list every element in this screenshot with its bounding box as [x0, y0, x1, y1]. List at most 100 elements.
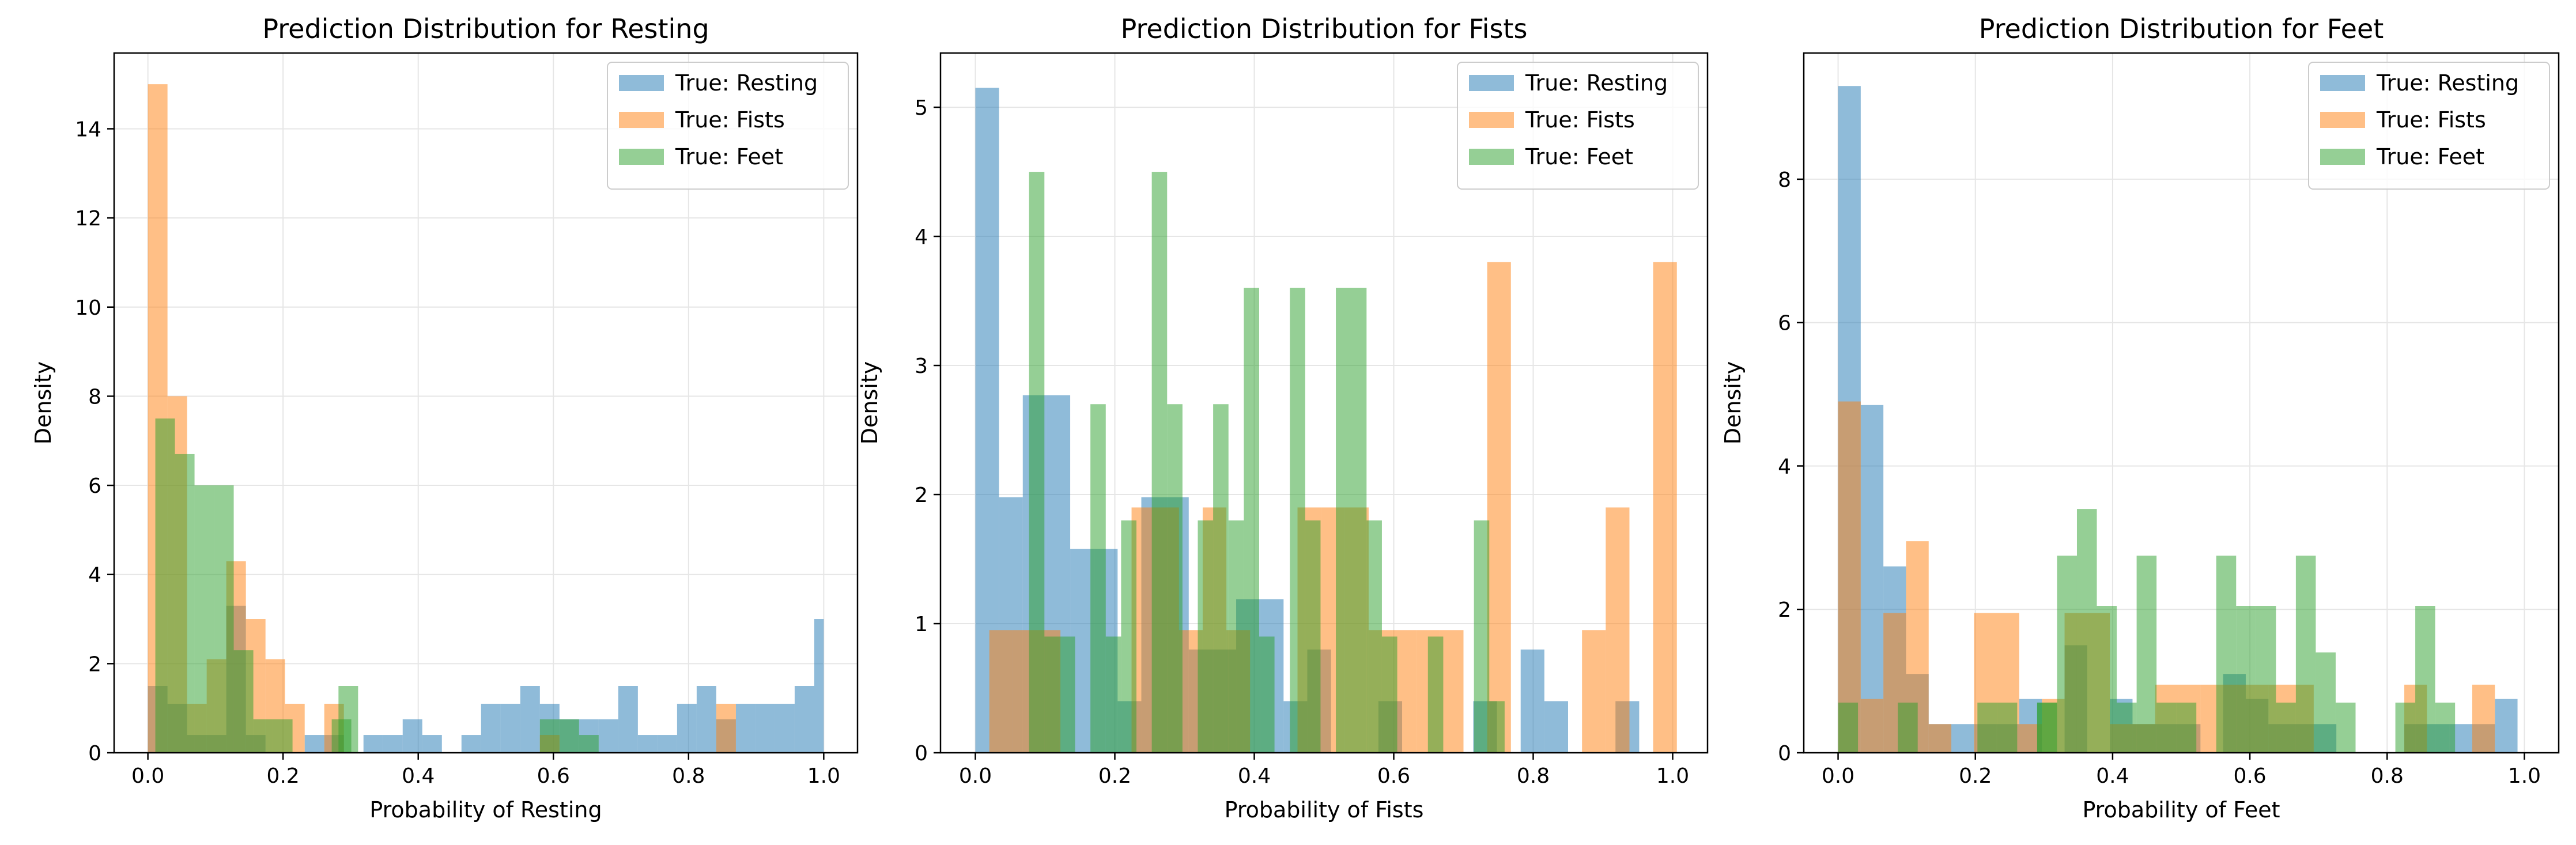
- x-axis-label: Probability of Resting: [369, 797, 602, 823]
- x-tick-label: 0.6: [2233, 764, 2266, 788]
- histogram-bar: [1582, 630, 1606, 753]
- y-axis-label: Density: [857, 361, 882, 444]
- histogram-bar: [1977, 702, 1997, 753]
- y-tick-label: 2: [88, 652, 101, 676]
- legend-entry-label: True: Resting: [675, 70, 818, 96]
- y-tick-label: 4: [915, 225, 928, 249]
- y-tick-label: 8: [88, 385, 101, 409]
- histogram-bar: [1059, 636, 1075, 753]
- y-tick-label: 4: [88, 564, 101, 587]
- y-tick-label: 3: [915, 354, 928, 378]
- histogram-bar: [1838, 702, 1859, 753]
- y-tick-label: 5: [915, 96, 928, 120]
- legend-swatch: [1469, 112, 1514, 128]
- histogram-bar: [1213, 404, 1229, 753]
- axes-frame: [939, 52, 1709, 754]
- legend-swatch: [2320, 112, 2365, 128]
- series-true-feet: [155, 418, 599, 753]
- histogram-bar: [1898, 702, 1918, 753]
- y-tick-label: 6: [88, 474, 101, 498]
- histogram-bar: [2316, 652, 2336, 753]
- histogram-bar: [1259, 636, 1275, 753]
- histogram-bar: [2236, 606, 2256, 753]
- y-axis-label: Density: [1720, 361, 1746, 444]
- histogram-bar: [1606, 507, 1630, 753]
- histogram-bar: [461, 735, 481, 753]
- histogram-bar: [1474, 520, 1490, 753]
- histogram-bar: [2057, 555, 2077, 753]
- histogram-bar: [402, 719, 422, 753]
- histogram-bar: [814, 619, 824, 753]
- histogram-bar: [1366, 520, 1382, 753]
- histogram-bar: [775, 703, 795, 753]
- histogram-bar: [304, 735, 324, 753]
- y-tick-label: 6: [1778, 312, 1791, 335]
- histogram-bar: [1121, 520, 1137, 753]
- histogram-bar: [1044, 636, 1060, 753]
- series-true-feet: [1029, 172, 1505, 753]
- legend-swatch: [1469, 149, 1514, 165]
- histogram-bar: [2216, 555, 2237, 753]
- histogram-bar: [1997, 702, 2018, 753]
- panel-title: Prediction Distribution for Feet: [1979, 13, 2384, 44]
- histogram-bar: [2335, 702, 2356, 753]
- legend-box: [607, 62, 849, 190]
- histogram-bar: [2156, 702, 2177, 753]
- legend-entry-label: True: Feet: [1525, 144, 1633, 169]
- histogram-bar: [1090, 404, 1106, 753]
- legend: True: Resting True: Fists True: Feet: [607, 62, 849, 190]
- x-axis-label: Probability of Fists: [1225, 797, 1424, 823]
- legend-entry-label: True: Fists: [1525, 107, 1635, 133]
- histogram-bar: [175, 454, 195, 753]
- histogram-bar: [1860, 699, 1884, 753]
- legend: True: Resting True: Fists True: Feet: [2308, 62, 2550, 190]
- histogram-bar: [363, 735, 383, 753]
- histogram-bar: [1381, 636, 1397, 753]
- x-tick-label: 0.6: [1377, 764, 1410, 788]
- histogram-bar: [1305, 520, 1321, 753]
- legend-entry-label: True: Resting: [1525, 70, 1668, 96]
- histogram-bar: [598, 719, 618, 753]
- histogram-bar: [481, 703, 501, 753]
- histogram-bar: [1951, 724, 1974, 753]
- histogram-bar: [2076, 509, 2097, 753]
- histogram-bar: [2037, 702, 2057, 753]
- x-tick-label: 0.2: [1098, 764, 1131, 788]
- plot-area: 0.0 0.2 0.4 0.6 0.8 1.0 0 2 4 6 8: [1778, 52, 2560, 788]
- histogram-bar: [2117, 702, 2137, 753]
- legend: True: Resting True: Fists True: Feet: [1457, 62, 1699, 190]
- y-tick-label: 8: [1778, 168, 1791, 192]
- x-axis-label: Probability of Feet: [2082, 797, 2280, 823]
- histogram-bar: [155, 418, 175, 753]
- histogram-bar: [422, 735, 442, 753]
- histogram-bar: [696, 686, 716, 753]
- legend-swatch: [1469, 75, 1514, 91]
- histogram-bar: [579, 735, 599, 753]
- histogram-bar: [2435, 702, 2456, 753]
- histogram-bar: [1489, 701, 1505, 753]
- histogram-bar: [1487, 262, 1511, 753]
- histogram-bar: [1653, 262, 1677, 753]
- x-tick-label: 0.0: [959, 764, 992, 788]
- histogram-bar: [1928, 724, 1952, 753]
- histogram-bar: [2256, 606, 2276, 753]
- x-tick-label: 0.4: [2096, 764, 2129, 788]
- axes-frame: [113, 52, 859, 754]
- histogram-bar: [1336, 288, 1367, 753]
- legend-entry-label: True: Resting: [2376, 70, 2519, 96]
- legend-swatch: [619, 149, 664, 165]
- axes-frame: [1803, 52, 2560, 754]
- plot-area: 0.0 0.2 0.4 0.6 0.8 1.0 0 1 2 3 4 5: [915, 52, 1709, 788]
- histogram-bar: [194, 485, 214, 753]
- histogram-bar: [214, 485, 234, 753]
- y-axis-label: Density: [31, 361, 56, 444]
- y-tick-label: 2: [915, 484, 928, 507]
- histogram-bar: [520, 686, 540, 753]
- histogram-bar: [735, 703, 756, 753]
- histogram-bar: [2176, 702, 2197, 753]
- histogram-bar: [383, 735, 403, 753]
- series-true-feet: [1838, 509, 2456, 753]
- plot-area: 0.0 0.2 0.4 0.6 0.8 1.0 0 2 4 6 8 10 12 14: [75, 52, 859, 788]
- histogram-bar: [677, 703, 697, 753]
